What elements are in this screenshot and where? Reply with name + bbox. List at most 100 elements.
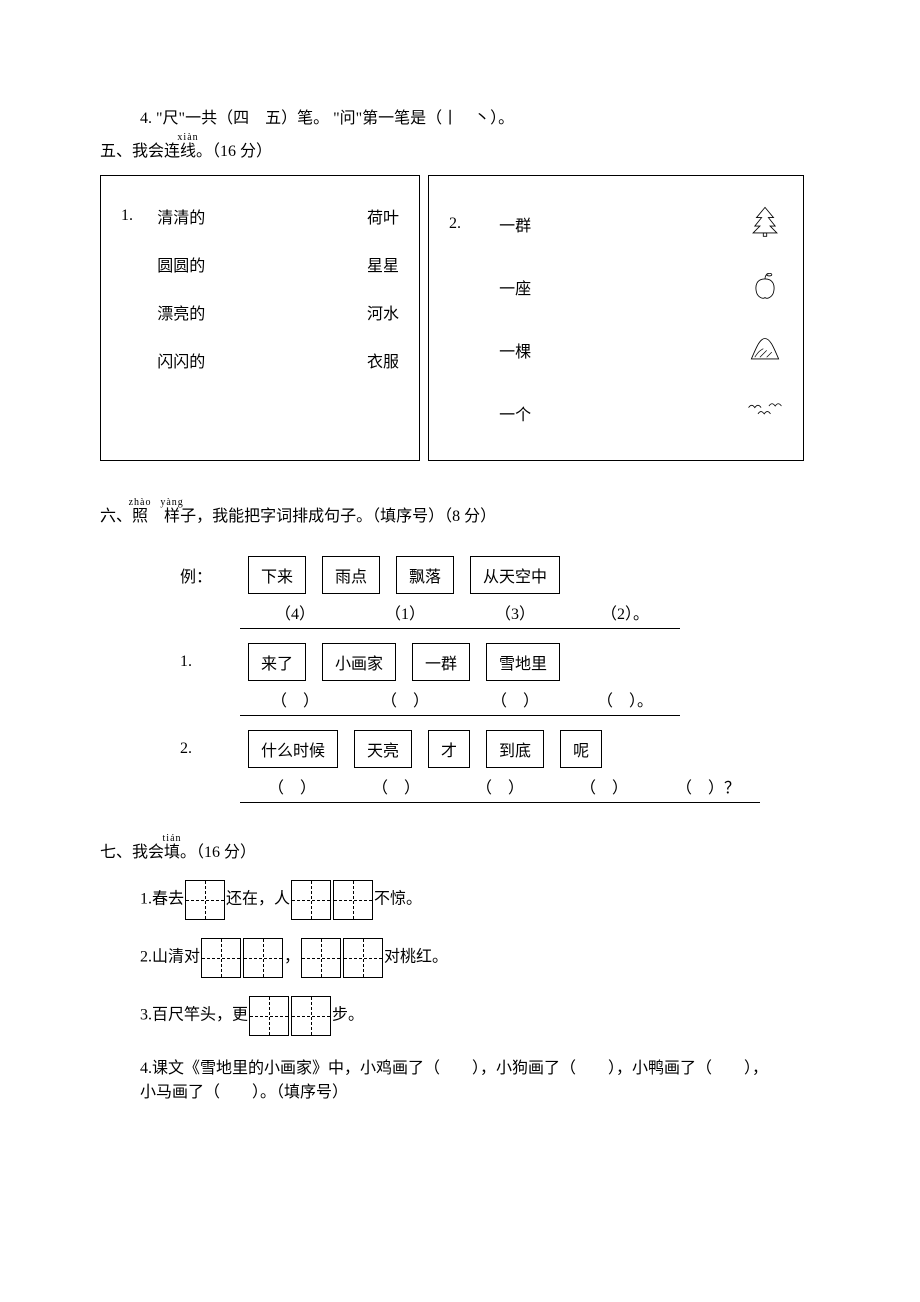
word-box: 到底 [486, 730, 544, 768]
tian-box[interactable] [185, 880, 225, 920]
q7-text: 3.百尺竿头，更 [140, 1007, 248, 1024]
match-word: 圆圆的 [157, 258, 205, 275]
match-word: 星星 [367, 258, 399, 275]
tree-icon [747, 204, 783, 238]
q7-l3: 3.百尺竿头，更 步。 [140, 996, 840, 1036]
match-word: 一座 [499, 281, 531, 298]
match-word: 衣服 [367, 354, 399, 371]
answer-slot: （ ） [344, 774, 448, 798]
q7-text: 步。 [332, 1007, 364, 1024]
q6-r1b: 照 [129, 508, 152, 525]
q5-ruby: 线xiàn [180, 143, 196, 160]
q5-hb: 。（16 分） [196, 143, 272, 160]
q6-hb: 子，我能把字词排成句子。（填序号）（8 分） [180, 508, 496, 525]
birds-icon [747, 393, 783, 427]
q6-ha: 六、 [100, 508, 132, 525]
q5-right-box: 2.一群 一座 一棵 一个 [428, 175, 804, 461]
answer-line[interactable]: （4） （1） （3） （2）。 [240, 600, 680, 629]
q6-ruby1: 照zhào [132, 508, 148, 525]
q7-l1: 1.春去还在，人不惊。 [140, 880, 840, 920]
match-word: 荷叶 [367, 210, 399, 227]
answer-slot: （ ）？ [656, 774, 760, 798]
q6-p2: 2. 什么时候 天亮 才 到底 呢 （ ） （ ） （ ） （ ） （ ）？ [180, 730, 840, 803]
word-box: 从天空中 [470, 556, 560, 594]
answer-slot: （ ） [448, 774, 552, 798]
word-box: 天亮 [354, 730, 412, 768]
q7-text: 对桃红。 [384, 949, 448, 966]
match-word: 漂亮的 [157, 306, 205, 323]
answer-slot: （ ） [552, 774, 656, 798]
match-word: 闪闪的 [157, 354, 205, 371]
answer-slot: （ ）。 [570, 687, 680, 711]
q7-text: 2.山清对 [140, 949, 200, 966]
word-box: 飘落 [396, 556, 454, 594]
q5-heading: 五、我会连线xiàn。（16 分） [100, 132, 840, 161]
answer-slot: （1） [350, 600, 460, 624]
word-box: 下来 [248, 556, 306, 594]
q5-left-table: 1.清清的 荷叶 圆圆的 星星 漂亮的 河水 闪闪的 衣服 [121, 192, 399, 384]
tian-box[interactable] [301, 938, 341, 978]
answer-slot: （ ） [350, 687, 460, 711]
q4-prefix: 4. [140, 110, 152, 127]
q5-boxes: 1.清清的 荷叶 圆圆的 星星 漂亮的 河水 闪闪的 衣服 2.一群 一座 一棵 一个 [100, 175, 840, 461]
match-word: 一棵 [499, 344, 531, 361]
match-word: 一群 [499, 218, 531, 235]
tian-box[interactable] [243, 938, 283, 978]
tian-box[interactable] [291, 880, 331, 920]
q7-l4-text: 4.课文《雪地里的小画家》中，小鸡画了（ ），小狗画了（ ），小鸭画了（ ），小… [140, 1060, 768, 1101]
answer-slot: （3） [460, 600, 570, 624]
word-box: 什么时候 [248, 730, 338, 768]
tian-box[interactable] [333, 880, 373, 920]
q7-ruby: 填tián [164, 844, 180, 861]
answer-slot: （ ） [240, 774, 344, 798]
word-box: 呢 [560, 730, 602, 768]
q5-left-label: 1. [121, 192, 157, 240]
q7-text: ， [284, 949, 300, 966]
answer-slot: （4） [240, 600, 350, 624]
tian-box[interactable] [343, 938, 383, 978]
q6-ex-label: 例： [180, 563, 240, 587]
q7-heading: 七、我会填tián。（16 分） [100, 833, 840, 862]
q5-right-table: 2.一群 一座 一棵 一个 [449, 192, 783, 444]
tian-box[interactable] [249, 996, 289, 1036]
q5-ruby-rt: xiàn [177, 132, 198, 143]
q5-right-label: 2. [449, 192, 499, 255]
tian-box[interactable] [201, 938, 241, 978]
q4-a: "尺"一共（四 五）笔。 [156, 110, 329, 127]
q6-heading: 六、照zhào 样yàng子，我能把字词排成句子。（填序号）（8 分） [100, 497, 840, 526]
word-box: 一群 [412, 643, 470, 681]
q7-text: 不惊。 [374, 891, 422, 908]
q7-text: 1.春去 [140, 891, 184, 908]
q4-line: 4. "尺"一共（四 五）笔。 "问"第一笔是（丨 丶）。 [140, 104, 840, 128]
answer-slot: （2）。 [570, 600, 680, 624]
q6-r1t: zhào [129, 497, 152, 508]
apple-icon [747, 267, 783, 301]
q6-r2t: yàng [160, 497, 183, 508]
q7-ha: 七、我会 [100, 844, 164, 861]
q5-left-box: 1.清清的 荷叶 圆圆的 星星 漂亮的 河水 闪闪的 衣服 [100, 175, 420, 461]
q6-p1: 1. 来了 小画家 一群 雪地里 （ ） （ ） （ ） （ ）。 [180, 643, 840, 716]
match-word: 清清的 [157, 210, 205, 227]
word-box: 小画家 [322, 643, 396, 681]
q6-ruby2: 样yàng [164, 508, 180, 525]
q7-l4: 4.课文《雪地里的小画家》中，小鸡画了（ ），小狗画了（ ），小鸭画了（ ），小… [140, 1054, 780, 1102]
mountain-icon [747, 330, 783, 364]
q7-rb: 填 [163, 844, 182, 861]
tian-box[interactable] [291, 996, 331, 1036]
q6-p2-label: 2. [180, 740, 240, 758]
q6-example: 例： 下来 雨点 飘落 从天空中 （4） （1） （3） （2）。 [180, 556, 840, 629]
word-box: 雨点 [322, 556, 380, 594]
word-box: 雪地里 [486, 643, 560, 681]
q7-l2: 2.山清对 ， 对桃红。 [140, 938, 840, 978]
q4-b: "问"第一笔是（丨 丶）。 [333, 110, 514, 127]
answer-line[interactable]: （ ） （ ） （ ） （ ） （ ）？ [240, 774, 760, 803]
q7-hb: 。（16 分） [180, 844, 256, 861]
word-box: 来了 [248, 643, 306, 681]
answer-line[interactable]: （ ） （ ） （ ） （ ）。 [240, 687, 680, 716]
answer-slot: （ ） [240, 687, 350, 711]
match-word: 河水 [367, 306, 399, 323]
q5-ha: 五、我会连 [100, 143, 180, 160]
word-box: 才 [428, 730, 470, 768]
answer-slot: （ ） [460, 687, 570, 711]
q6-p1-label: 1. [180, 653, 240, 671]
